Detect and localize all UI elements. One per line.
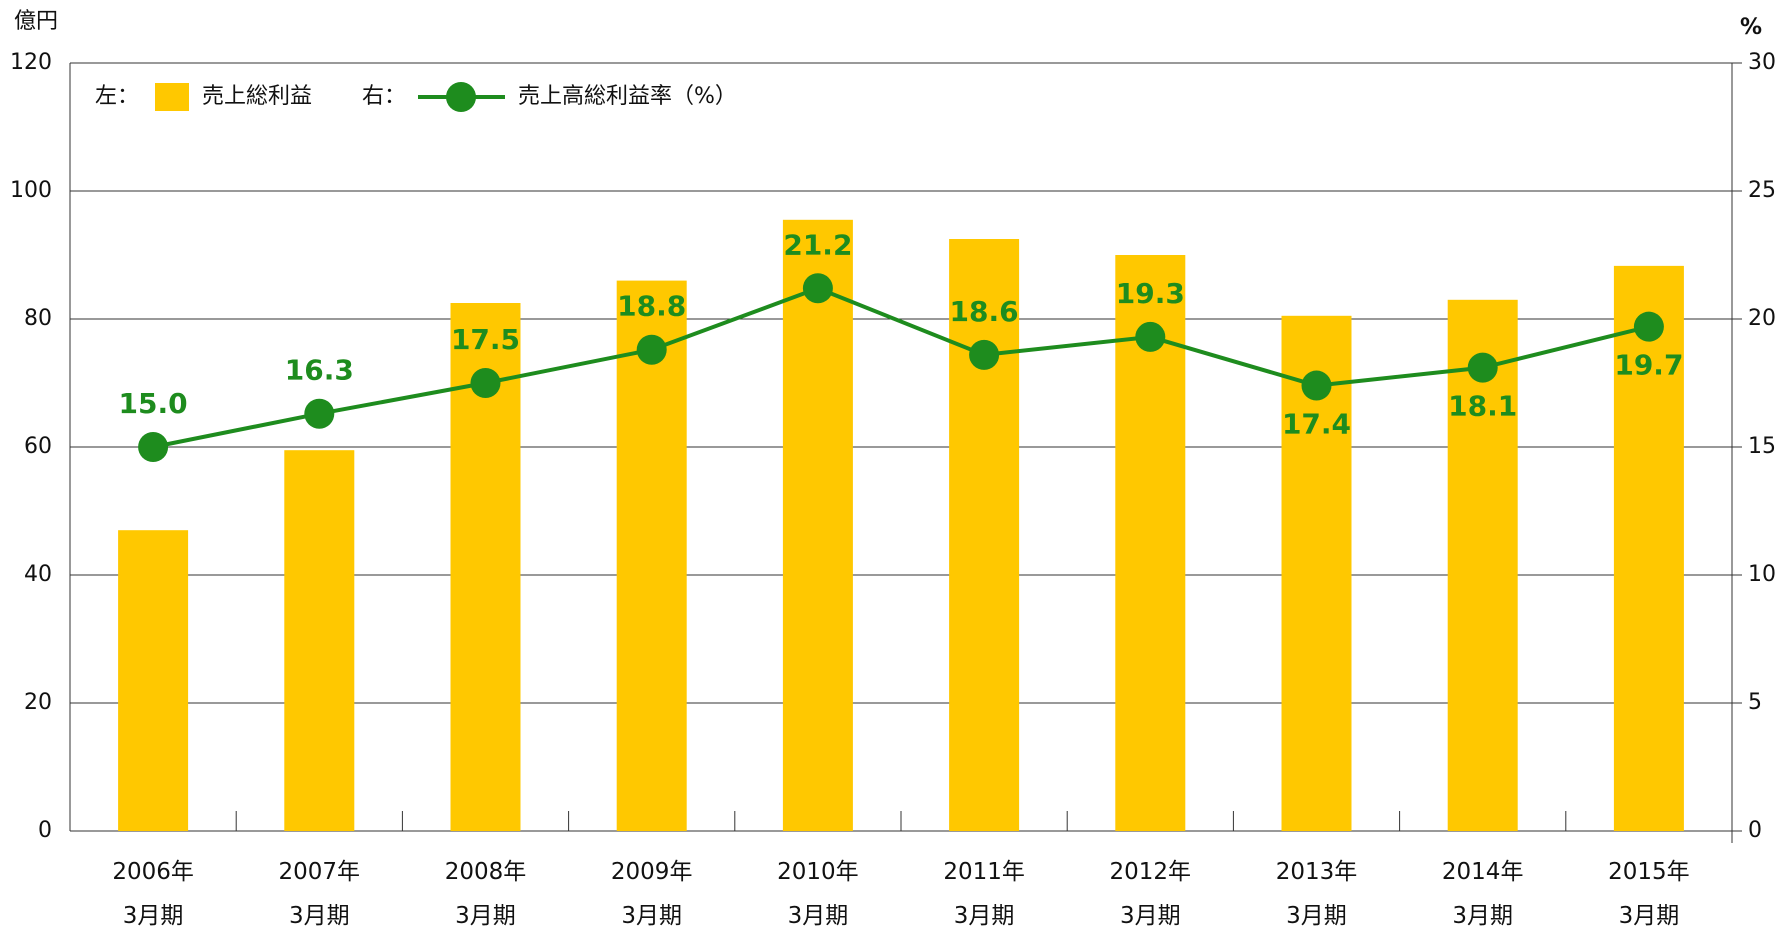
value-label: 19.7 bbox=[1614, 349, 1683, 382]
line bbox=[152, 286, 1650, 449]
marker bbox=[470, 368, 501, 398]
marker bbox=[1301, 370, 1332, 401]
y-tick-label: 80 bbox=[24, 306, 52, 331]
marker bbox=[1467, 352, 1498, 383]
bar bbox=[284, 450, 355, 831]
bar bbox=[616, 280, 687, 832]
y2-tick-label: 30 bbox=[1748, 50, 1775, 75]
y-tick-label: 20 bbox=[24, 690, 52, 715]
value-label: 16.3 bbox=[285, 354, 354, 387]
y-tick-label: 60 bbox=[24, 434, 52, 459]
value-label: 17.4 bbox=[1282, 408, 1351, 441]
bar bbox=[949, 239, 1020, 831]
marker bbox=[304, 398, 335, 429]
value-label: 18.1 bbox=[1448, 390, 1517, 423]
marker bbox=[138, 432, 169, 462]
value-label: 17.5 bbox=[451, 323, 520, 356]
x-tick-label: 2014年 3月期 bbox=[1441, 859, 1524, 929]
y-tick-label: 40 bbox=[24, 562, 52, 587]
y2-tick-label: 15 bbox=[1748, 434, 1775, 459]
x-tick-label: 2015年 3月期 bbox=[1608, 859, 1690, 929]
x-tick-label: 2009年 3月期 bbox=[610, 859, 693, 929]
x-tick-label: 2012年 3月期 bbox=[1109, 859, 1192, 929]
value-label: 19.3 bbox=[1116, 277, 1185, 310]
x-tick-label: 2011年 3月期 bbox=[943, 859, 1025, 929]
y-unit: 億円 bbox=[14, 9, 58, 34]
legend-prefix: 右： bbox=[362, 84, 406, 109]
legend-swatch bbox=[155, 83, 189, 111]
y-tick-label: 100 bbox=[10, 178, 52, 203]
x-tick-label: 2008年 3月期 bbox=[444, 859, 527, 929]
bar bbox=[1613, 265, 1684, 831]
legend-label: 売上高総利益率（%） bbox=[518, 84, 737, 109]
y2-tick-label: 25 bbox=[1748, 178, 1775, 203]
y2-tick-label: 5 bbox=[1748, 690, 1762, 715]
legend-marker bbox=[446, 82, 476, 112]
marker bbox=[969, 339, 1000, 370]
bar bbox=[1447, 299, 1518, 831]
bar bbox=[1281, 315, 1352, 831]
legend-label: 売上総利益 bbox=[202, 84, 312, 109]
value-label: 18.6 bbox=[950, 295, 1019, 328]
y-tick-label: 0 bbox=[38, 818, 52, 843]
legend-prefix: 左： bbox=[95, 84, 139, 109]
value-label: 21.2 bbox=[783, 228, 852, 261]
marker bbox=[1135, 321, 1166, 352]
x-tick-label: 2007年 3月期 bbox=[278, 859, 361, 929]
y2-tick-label: 10 bbox=[1748, 562, 1775, 587]
y2-tick-label: 0 bbox=[1748, 818, 1762, 843]
marker bbox=[802, 273, 833, 304]
marker bbox=[636, 334, 667, 365]
value-label: 18.8 bbox=[617, 290, 686, 323]
x-tick-label: 2013年 3月期 bbox=[1275, 859, 1358, 929]
y2-tick-label: 20 bbox=[1748, 306, 1775, 331]
y2-unit: % bbox=[1740, 15, 1762, 40]
x-tick-label: 2006年 3月期 bbox=[112, 859, 194, 929]
bar bbox=[782, 219, 853, 832]
bar bbox=[118, 530, 189, 831]
y-tick-label: 120 bbox=[10, 50, 52, 75]
value-label: 15.0 bbox=[119, 387, 188, 420]
x-tick-label: 2010年 3月期 bbox=[777, 859, 859, 929]
marker bbox=[1633, 311, 1664, 342]
